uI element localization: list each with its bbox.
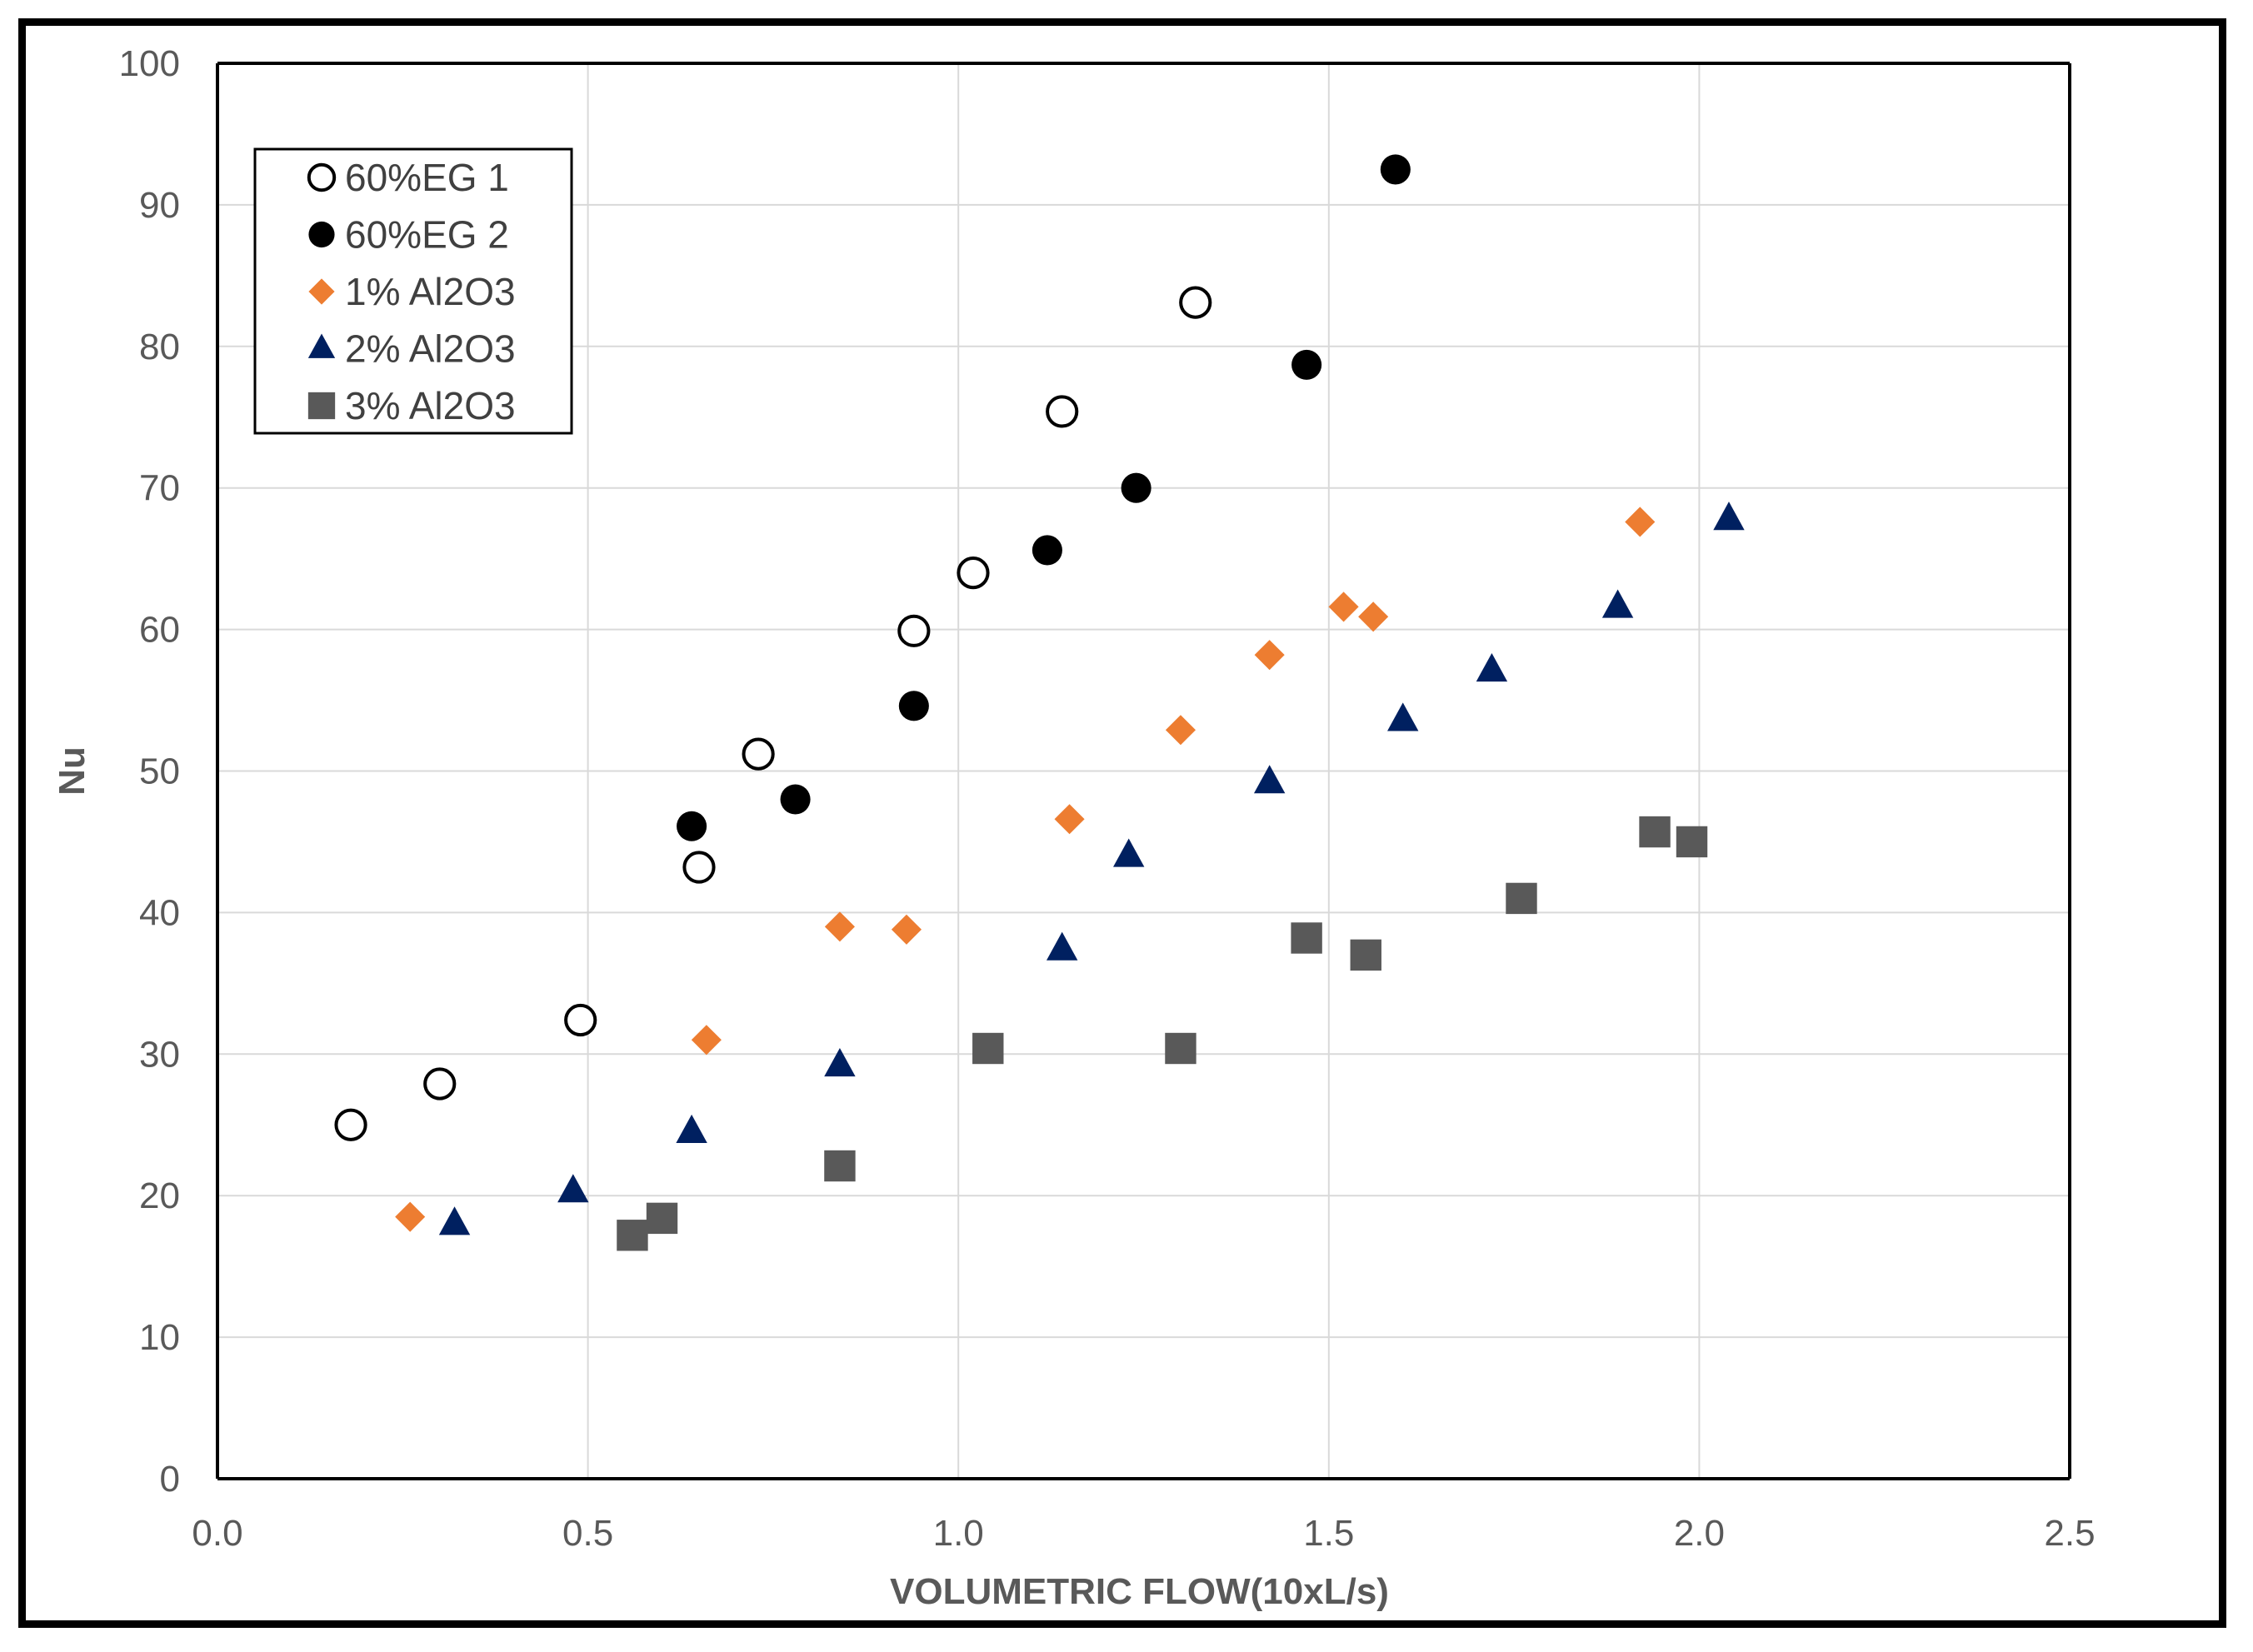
y-tick-label: 50 xyxy=(139,751,180,792)
legend-marker xyxy=(308,278,335,305)
series-1 xyxy=(677,154,1411,841)
data-point xyxy=(334,1108,367,1141)
data-point xyxy=(1291,349,1322,380)
data-point xyxy=(1046,395,1079,428)
legend-label: 2% Al2O3 xyxy=(345,327,516,371)
y-tick-label: 30 xyxy=(139,1034,180,1075)
data-point xyxy=(1506,882,1537,915)
y-tick-label: 70 xyxy=(139,468,180,509)
data-point xyxy=(1380,154,1411,185)
data-point xyxy=(1358,601,1389,632)
data-point xyxy=(742,737,775,771)
x-tick-label: 2.5 xyxy=(2044,1513,2095,1554)
y-tick-label: 20 xyxy=(139,1175,180,1216)
data-point xyxy=(617,1220,648,1251)
data-point xyxy=(1121,472,1151,503)
data-point xyxy=(824,911,855,942)
figure-frame: 0 10 20 30 40 50 60 70 80 90 100 0.0 0.5 1.0 1.5 2.0 2.5… xyxy=(18,18,2226,1628)
data-point xyxy=(898,691,929,721)
data-point xyxy=(1179,286,1212,319)
data-point xyxy=(1328,591,1359,622)
data-point xyxy=(557,1174,589,1203)
data-point xyxy=(1713,502,1745,531)
legend-label: 3% Al2O3 xyxy=(345,384,516,427)
data-point xyxy=(1601,589,1634,618)
x-tick-label: 1.5 xyxy=(1303,1513,1354,1554)
data-point xyxy=(423,1067,457,1101)
y-tick-label: 90 xyxy=(139,185,180,226)
x-tick-label: 1.0 xyxy=(933,1513,984,1554)
data-point xyxy=(1350,939,1381,971)
data-point xyxy=(564,1003,597,1037)
axes xyxy=(216,62,2071,1480)
data-point xyxy=(824,1150,856,1182)
data-point xyxy=(395,1201,426,1232)
series-3 xyxy=(438,502,1745,1235)
data-point xyxy=(1291,922,1322,954)
data-point xyxy=(957,556,990,590)
legend-marker xyxy=(307,162,337,192)
legend: 60%EG 1 60%EG 2 1% Al2O3 2% Al2O3 3% Al2O3 xyxy=(253,147,573,435)
data-point xyxy=(1054,804,1085,835)
legend-label: 60%EG 1 xyxy=(345,156,509,199)
data-point xyxy=(780,784,811,815)
legend-marker xyxy=(308,221,335,248)
data-point xyxy=(1253,765,1286,794)
data-point xyxy=(1676,826,1708,858)
series-0 xyxy=(334,286,1212,1141)
legend-label: 60%EG 2 xyxy=(345,213,509,257)
data-point xyxy=(646,1202,678,1235)
data-point xyxy=(1046,931,1078,961)
data-point xyxy=(1625,507,1656,537)
series-4 xyxy=(617,816,1708,1251)
data-point xyxy=(1476,652,1508,682)
legend-box xyxy=(253,147,573,435)
data-point xyxy=(438,1206,471,1235)
data-point xyxy=(972,1032,1004,1065)
data-points xyxy=(334,154,1745,1251)
y-tick-label: 100 xyxy=(119,43,180,84)
data-point xyxy=(1165,715,1196,746)
y-tick-label: 10 xyxy=(139,1317,180,1358)
x-tick-label: 0.5 xyxy=(562,1513,613,1554)
data-point xyxy=(1113,838,1145,867)
data-point xyxy=(1387,702,1419,731)
data-point xyxy=(676,1114,707,1143)
legend-marker xyxy=(307,392,336,420)
data-point xyxy=(1639,816,1671,848)
legend-marker xyxy=(307,333,336,358)
data-point xyxy=(677,811,707,841)
y-tick-label: 80 xyxy=(139,327,180,367)
x-tick-label: 2.0 xyxy=(1674,1513,1725,1554)
data-point xyxy=(682,851,716,884)
data-point xyxy=(1254,640,1285,671)
y-tick-label: 40 xyxy=(139,892,180,933)
y-tick-label: 60 xyxy=(139,610,180,651)
legend-label: 1% Al2O3 xyxy=(345,270,516,313)
x-axis-title: VOLUMETRIC FLOW(10xL/s) xyxy=(890,1571,1389,1612)
x-tick-label: 0.0 xyxy=(192,1513,242,1554)
y-axis-title: Nu xyxy=(52,746,92,796)
data-point xyxy=(891,914,922,945)
data-point xyxy=(824,1047,856,1077)
data-point xyxy=(691,1025,722,1056)
y-tick-label: 0 xyxy=(160,1459,180,1500)
scatter-chart: 0 10 20 30 40 50 60 70 80 90 100 0.0 0.5 1.0 1.5 2.0 2.5… xyxy=(52,43,2096,1612)
series-2 xyxy=(395,507,1656,1232)
data-point xyxy=(897,614,931,647)
data-point xyxy=(1032,535,1062,566)
data-point xyxy=(1165,1032,1196,1065)
tick-labels: 0 10 20 30 40 50 60 70 80 90 100 0.0 0.5 1.0 1.5 2.0 2.5 xyxy=(119,43,2096,1554)
